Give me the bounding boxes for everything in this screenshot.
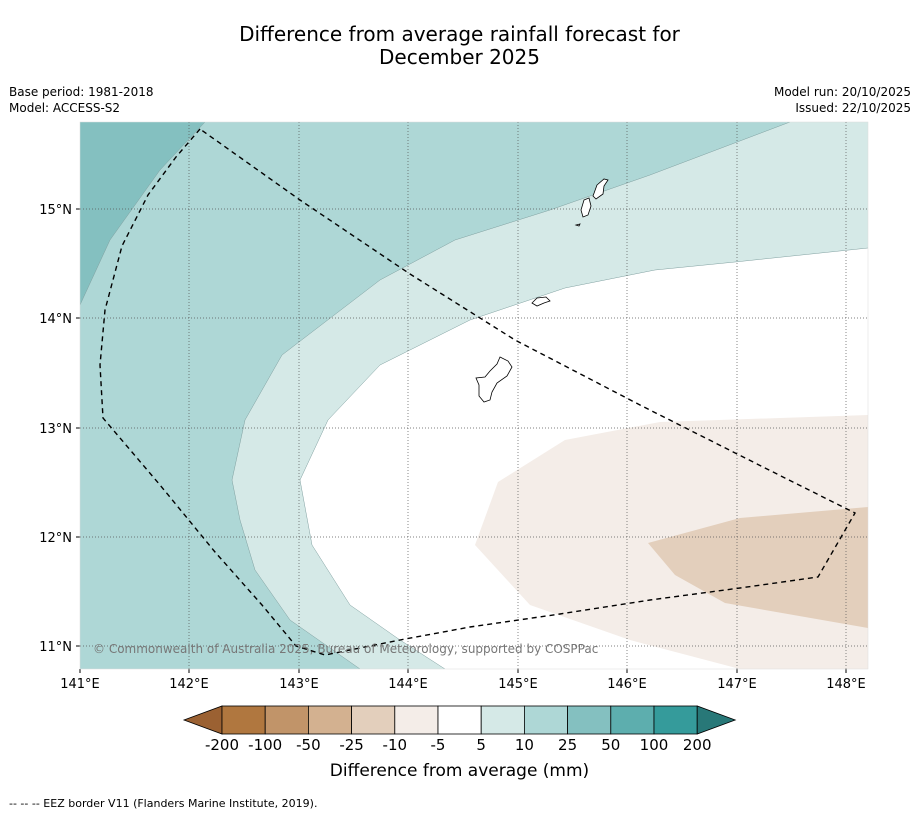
colorbar-swatch	[567, 705, 612, 735]
lon-ticks	[79, 669, 847, 673]
colorbar-tick-label: -200	[204, 736, 240, 754]
colorbar-extend-low	[182, 705, 223, 735]
colorbar-tick-label: 5	[476, 736, 486, 754]
colorbar-extend-high	[696, 705, 737, 735]
colorbar-swatch	[351, 705, 396, 735]
map-frame	[79, 121, 869, 670]
lat-label-11: 11°N	[39, 640, 72, 655]
lat-label-13: 13°N	[39, 422, 72, 437]
chart-title-line2: December 2025	[379, 45, 540, 69]
colorbar-swatch	[264, 705, 309, 735]
colorbar-tick-label: 25	[558, 736, 578, 754]
graticule	[80, 122, 868, 669]
island-guam	[475, 356, 513, 403]
colorbar-swatch	[524, 705, 569, 735]
colorbar-tick-label: -100	[248, 736, 283, 754]
contour-fill-25-50	[80, 122, 205, 305]
lon-label-144: 144°E	[388, 677, 428, 692]
base-period-text: Base period: 1981-2018	[9, 85, 154, 99]
contour-lines	[80, 122, 868, 669]
colorbar-tick-label: 100	[639, 736, 669, 754]
copyright-text: © Commonwealth of Australia 2025, Bureau…	[93, 642, 598, 656]
island-aguijan	[574, 223, 581, 227]
colorbar-tick-label: -50	[296, 736, 321, 754]
colorbar-swatch	[394, 705, 439, 735]
island-saipan	[592, 178, 609, 200]
colorbar-swatch	[221, 705, 266, 735]
lat-label-14: 14°N	[39, 312, 72, 327]
colorbar-swatch	[437, 705, 482, 735]
eez-border-line	[99, 128, 856, 656]
islands	[475, 178, 609, 403]
colorbar-swatch	[653, 705, 698, 735]
lat-label-15: 15°N	[39, 203, 72, 218]
colorbar-swatch	[610, 705, 655, 735]
colorbar-tick-label: 200	[682, 736, 712, 754]
lon-label-142: 142°E	[169, 677, 209, 692]
lon-label-148: 148°E	[826, 677, 866, 692]
lon-label-145: 145°E	[498, 677, 538, 692]
lat-ticks	[76, 208, 80, 647]
colorbar-tick-label: 10	[514, 736, 534, 754]
lat-label-12: 12°N	[39, 531, 72, 546]
colorbar-swatch	[480, 705, 525, 735]
colorbar	[182, 705, 737, 735]
chart-title-line1: Difference from average rainfall forecas…	[239, 22, 680, 46]
lon-label-146: 146°E	[607, 677, 647, 692]
lat-labels: 15°N 14°N 13°N 12°N 11°N	[39, 203, 72, 655]
island-tinian	[580, 197, 592, 218]
colorbar-tick-label: -10	[382, 736, 408, 754]
colorbar-tick-label: -25	[339, 736, 364, 754]
eez-legend-text: -- -- -- EEZ border V11 (Flanders Marine…	[9, 797, 318, 810]
issued-text: Issued: 22/10/2025	[795, 101, 911, 115]
lon-label-141: 141°E	[60, 677, 100, 692]
model-run-text: Model run: 20/10/2025	[773, 85, 911, 99]
model-text: Model: ACCESS-S2	[9, 101, 121, 115]
colorbar-tick-label: -5	[430, 736, 446, 754]
colorbar-tick-label: 50	[601, 736, 621, 754]
colorbar-title: Difference from average (mm)	[329, 761, 590, 781]
lon-labels: 141°E 142°E 143°E 144°E 145°E 146°E 147°…	[60, 677, 866, 692]
lon-label-143: 143°E	[279, 677, 319, 692]
colorbar-swatch	[307, 705, 352, 735]
island-rota	[531, 296, 551, 307]
lon-label-147: 147°E	[717, 677, 757, 692]
